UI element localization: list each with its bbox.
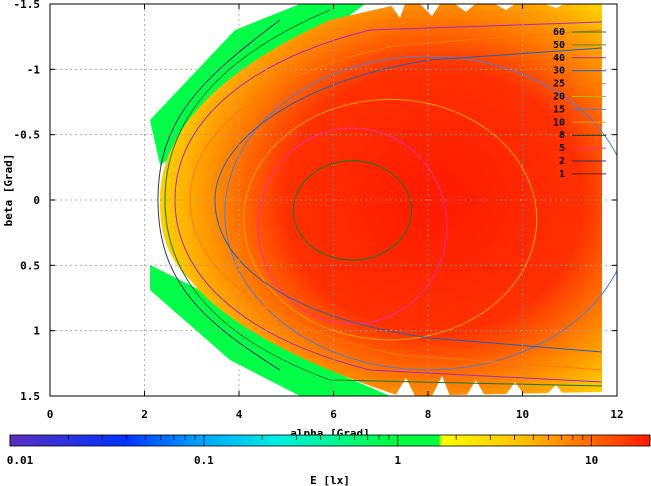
legend-label: 8 (559, 130, 565, 141)
x-tick-label: 2 (141, 408, 148, 421)
legend-label: 5 (559, 143, 565, 154)
y-tick-label: -1.5 (14, 0, 41, 11)
legend-label: 25 (553, 79, 565, 90)
contour-lines-outer (157, 9, 603, 387)
x-tick-label: 12 (610, 408, 623, 421)
colorbar-tick-label: 1 (394, 454, 401, 467)
x-tick-label: 4 (236, 408, 243, 421)
colorbar: 0.01 0.1 1 10 E [lx] (7, 434, 651, 486)
colorbar-tick-label: 10 (585, 454, 598, 467)
y-axis-label: beta [Grad] (2, 154, 15, 227)
legend-label: 2 (559, 156, 565, 167)
colorbar-tick-labels: 0.01 0.1 1 10 (7, 454, 599, 467)
contour-60 (292, 160, 412, 261)
contour-10 (243, 98, 538, 341)
x-tick-label: 0 (47, 408, 54, 421)
legend-label: 1 (559, 169, 565, 180)
legend-label: 15 (553, 104, 565, 115)
y-tick-label: 0 (33, 194, 40, 207)
y-axis-ticks: -1.5 -1 -0.5 0 0.5 1 1.5 (14, 0, 617, 403)
legend-label: 30 (553, 66, 565, 77)
y-tick-label: 0.5 (20, 259, 40, 272)
colorbar-tick-label: 0.01 (7, 454, 34, 467)
grid-lines (50, 4, 617, 396)
colorbar-label: E [lx] (310, 474, 350, 486)
heatmap-jagged-edge-bottom (395, 350, 617, 396)
colorbar-gradient (9, 434, 651, 447)
y-tick-label: 1.5 (20, 390, 40, 403)
x-axis-ticks: 0 2 4 6 8 10 12 (47, 4, 624, 421)
colorbar-tick-label: 0.1 (194, 454, 214, 467)
colorbar-minor-ticks (9, 435, 651, 446)
y-tick-label: 1 (33, 325, 40, 338)
legend-label: 10 (553, 117, 565, 128)
contour-5 (257, 127, 448, 325)
y-tick-label: -0.5 (14, 129, 41, 142)
x-tick-label: 10 (516, 408, 529, 421)
x-tick-label: 8 (425, 408, 432, 421)
heatmap-jagged-edge-top (390, 4, 617, 40)
legend-label: 50 (553, 40, 565, 51)
legend-label: 60 (553, 27, 565, 38)
x-tick-label: 6 (330, 408, 337, 421)
legend-label: 20 (553, 92, 565, 103)
legend-label: 40 (553, 53, 565, 64)
y-tick-label: -1 (27, 63, 41, 76)
